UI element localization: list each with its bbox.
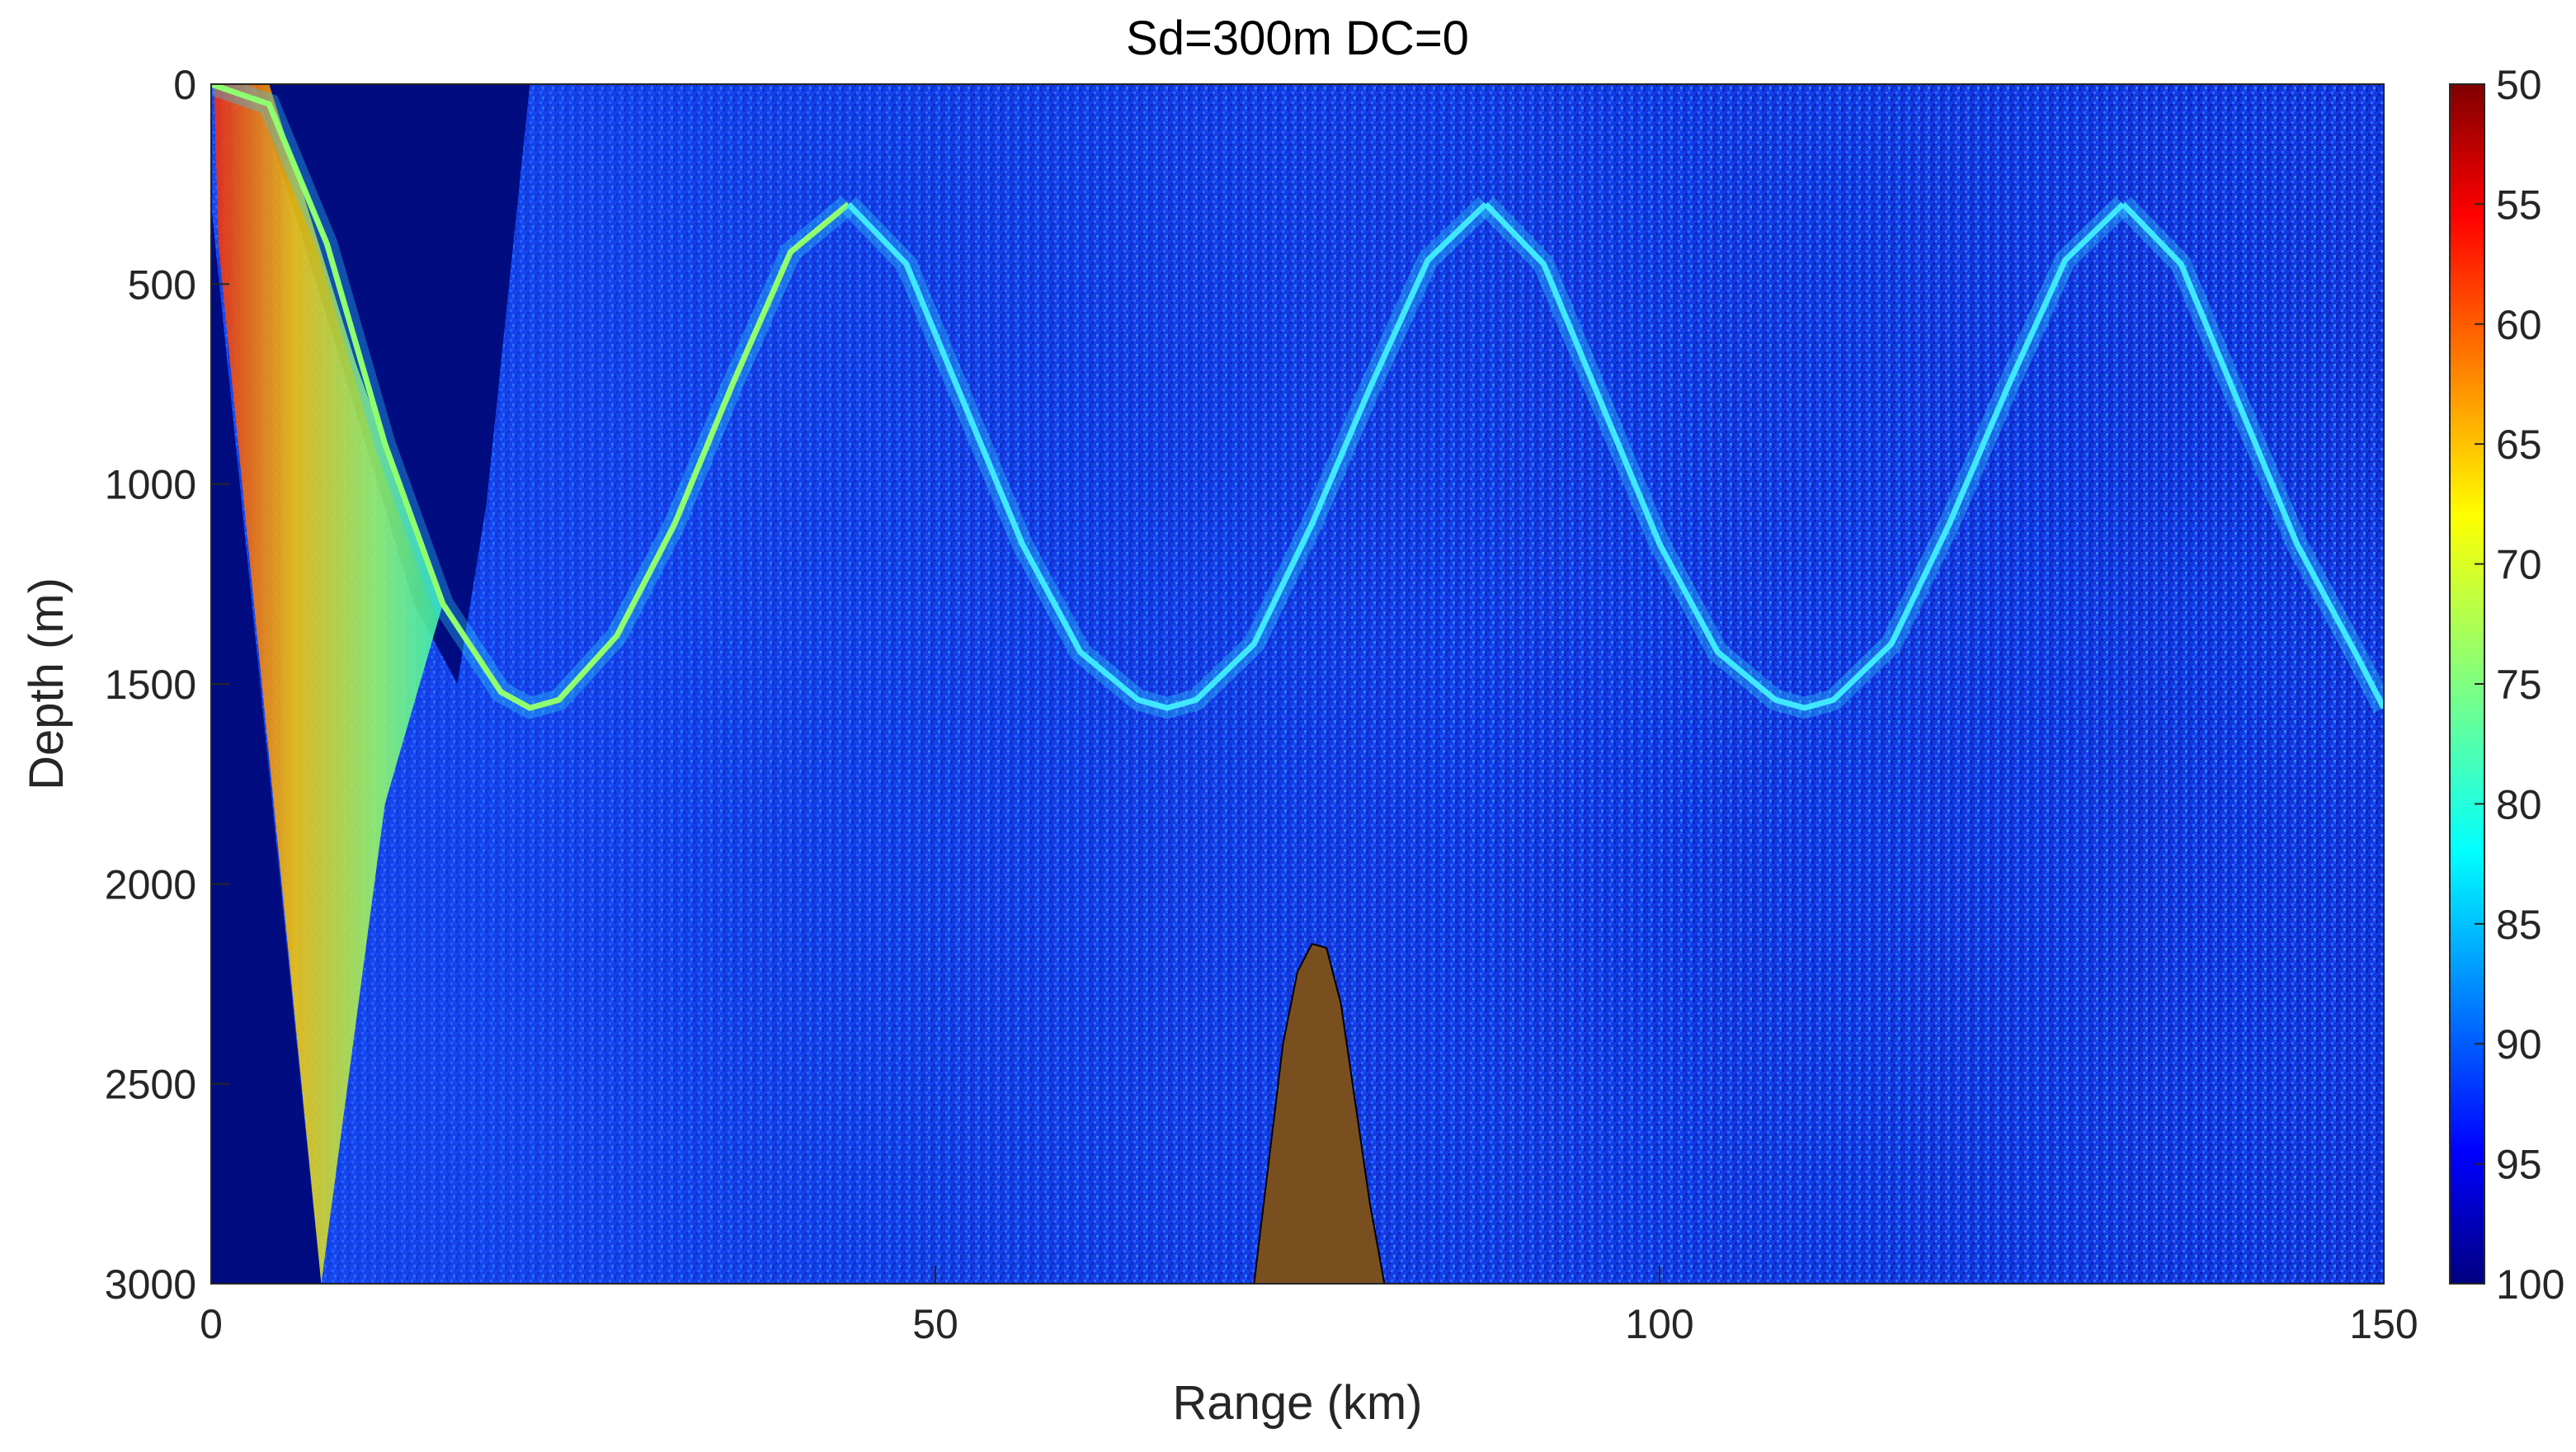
caustic-line [846,201,1488,711]
y-tick-label: 0 [173,62,196,108]
colorbar-tick-label: 90 [2496,1021,2542,1068]
caustic-line [2121,201,2384,710]
colorbar-tick-label: 100 [2496,1261,2564,1308]
x-tick-label: 100 [1625,1301,1693,1347]
y-tick-label: 2000 [105,861,196,908]
x-tick-label: 0 [200,1301,223,1347]
caustic-line [211,84,850,711]
colorbar-tick-label: 65 [2496,422,2542,468]
x-axis: 0 50 100 150 [200,1266,2418,1347]
colorbar-tick-label: 55 [2496,182,2542,228]
colorbar-tick-label: 50 [2496,62,2542,108]
colorbar-tick-label: 95 [2496,1142,2542,1188]
x-axis-label: Range (km) [1173,1376,1423,1430]
y-tick-label: 3000 [105,1261,196,1308]
direct-path-beam [214,84,443,1284]
colorbar-tick-label: 60 [2496,302,2542,348]
colorbar-tick-label: 70 [2496,542,2542,588]
colorbar-tick-label: 75 [2496,662,2542,708]
y-tick-label: 2500 [105,1062,196,1108]
colorbar: 50 55 60 65 70 75 80 85 90 95 100 [2449,62,2564,1308]
y-axis: 0 500 1000 1500 2000 2500 3000 [105,62,229,1308]
seamount [1253,942,1386,1284]
chart-title: Sd=300m DC=0 [1126,12,1469,65]
shadow-zone-bottom-left [211,204,322,1284]
x-tick-label: 150 [2349,1301,2418,1347]
caustic-line [1483,201,2126,711]
plot-area [211,84,2384,1284]
colorbar-ticks: 50 55 60 65 70 75 80 85 90 95 100 [2475,62,2564,1308]
y-tick-label: 1000 [105,462,196,508]
y-axis-label: Depth (m) [20,578,73,790]
colorbar-tick-label: 80 [2496,781,2542,827]
colorbar-tick-label: 85 [2496,902,2542,948]
y-tick-label: 1500 [105,662,196,708]
x-tick-label: 50 [912,1301,958,1347]
caustic-layer [211,84,2384,720]
y-tick-label: 500 [128,262,196,308]
